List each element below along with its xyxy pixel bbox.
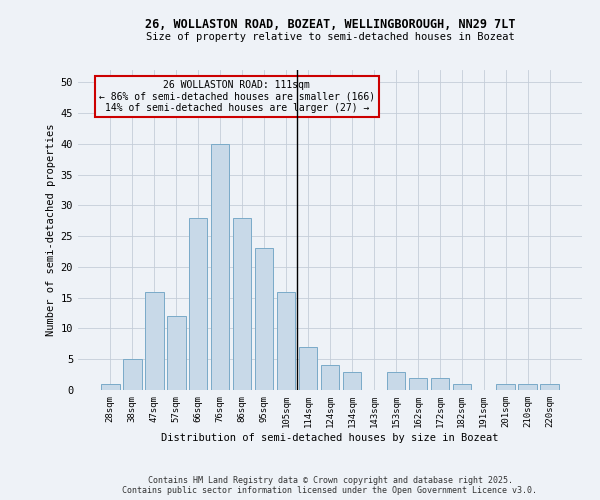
Bar [233,218,251,390]
Bar [386,372,405,390]
Text: 26, WOLLASTON ROAD, BOZEAT, WELLINGBOROUGH, NN29 7LT: 26, WOLLASTON ROAD, BOZEAT, WELLINGBOROU… [145,18,515,30]
Bar [496,384,515,390]
Text: Size of property relative to semi-detached houses in Bozeat: Size of property relative to semi-detach… [146,32,514,42]
Bar [320,366,340,390]
Bar [452,384,471,390]
Bar [409,378,427,390]
Bar [518,384,537,390]
Bar [299,347,317,390]
Bar [255,248,274,390]
Bar [277,292,295,390]
Text: Contains HM Land Registry data © Crown copyright and database right 2025.
Contai: Contains HM Land Registry data © Crown c… [122,476,538,495]
Bar [189,218,208,390]
Bar [123,359,142,390]
Bar [145,292,164,390]
Bar [431,378,449,390]
Bar [343,372,361,390]
Bar [541,384,559,390]
Text: 26 WOLLASTON ROAD: 111sqm
← 86% of semi-detached houses are smaller (166)
14% of: 26 WOLLASTON ROAD: 111sqm ← 86% of semi-… [98,80,375,113]
X-axis label: Distribution of semi-detached houses by size in Bozeat: Distribution of semi-detached houses by … [161,432,499,442]
Bar [211,144,229,390]
Bar [101,384,119,390]
Bar [167,316,185,390]
Y-axis label: Number of semi-detached properties: Number of semi-detached properties [46,124,56,336]
